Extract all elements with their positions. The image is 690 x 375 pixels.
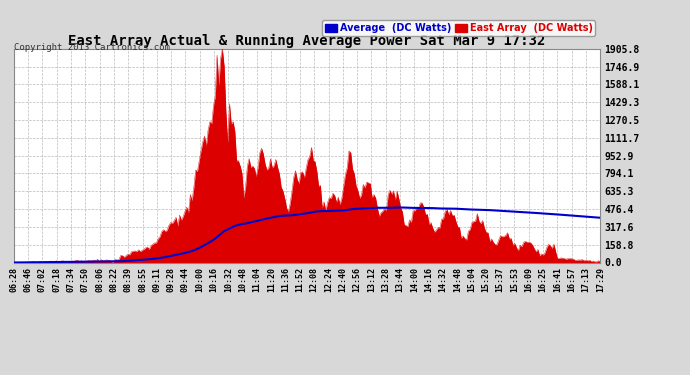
Text: Copyright 2013 Cartronics.com: Copyright 2013 Cartronics.com <box>14 43 170 52</box>
Title: East Array Actual & Running Average Power Sat Mar 9 17:32: East Array Actual & Running Average Powe… <box>68 33 546 48</box>
Legend: Average  (DC Watts), East Array  (DC Watts): Average (DC Watts), East Array (DC Watts… <box>322 21 595 36</box>
